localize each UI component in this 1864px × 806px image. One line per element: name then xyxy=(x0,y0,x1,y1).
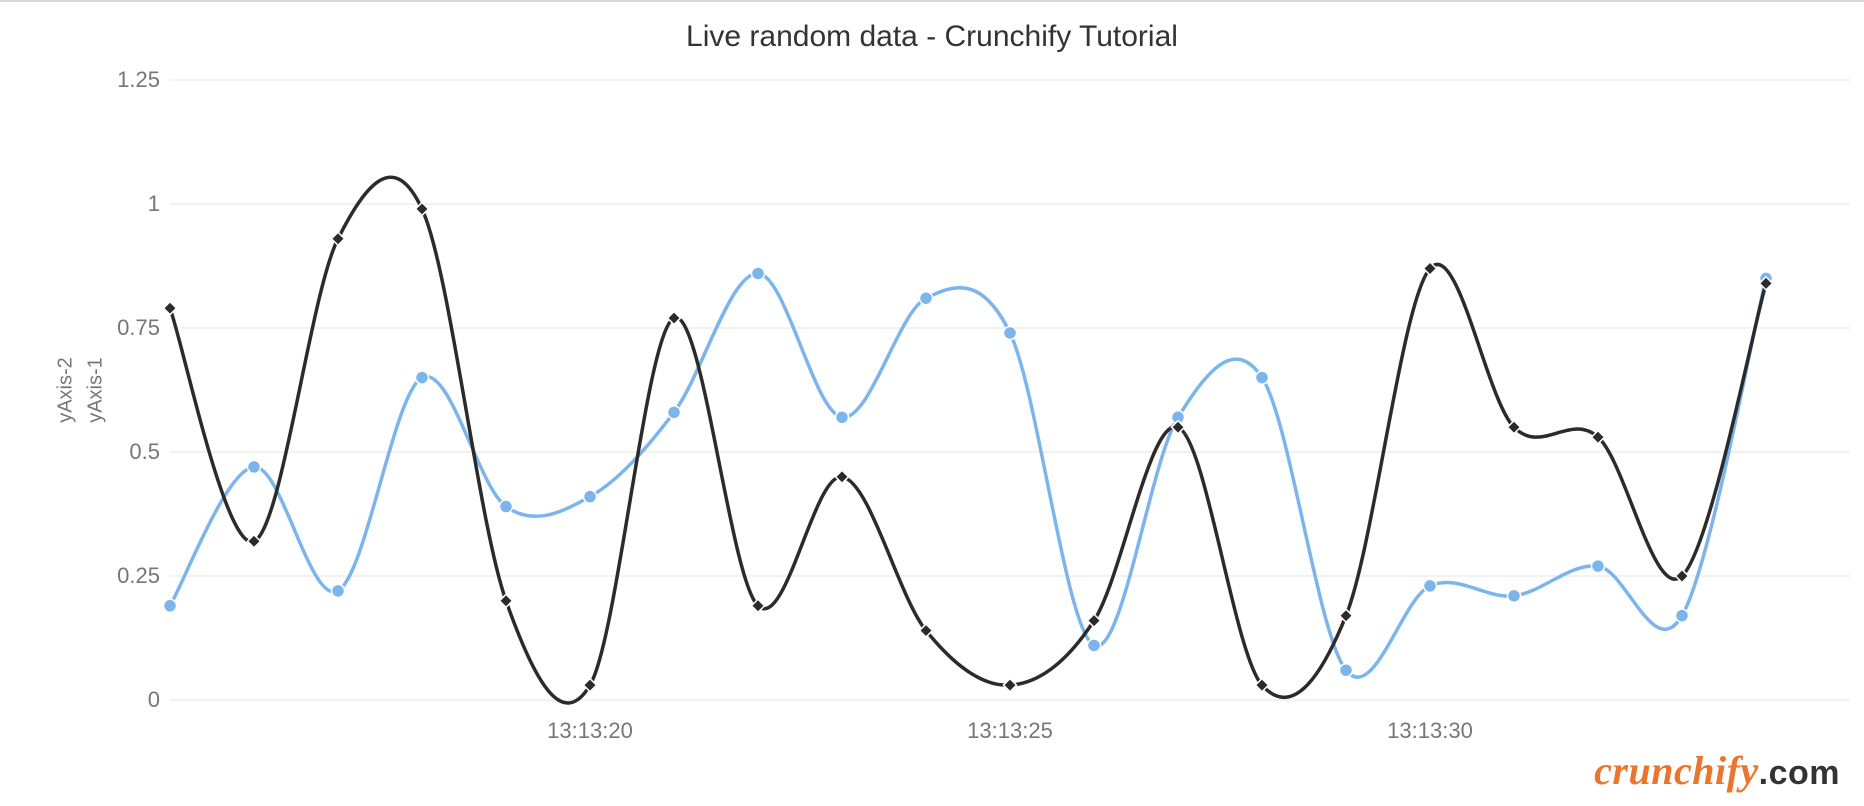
y-axis-label: yAxis-1 xyxy=(85,357,108,423)
series-1-marker[interactable] xyxy=(1004,326,1017,339)
series-2-marker[interactable] xyxy=(1340,609,1353,622)
series-2-marker[interactable] xyxy=(164,302,177,315)
series-2-marker[interactable] xyxy=(332,232,345,245)
series-1-marker[interactable] xyxy=(1508,589,1521,602)
series-1-marker[interactable] xyxy=(752,267,765,280)
y-tick-label: 0.25 xyxy=(60,563,160,589)
y-tick-label: 1.25 xyxy=(60,67,160,93)
x-tick-label: 13:13:25 xyxy=(967,718,1053,744)
series-1-marker[interactable] xyxy=(1340,664,1353,677)
chart-container: Live random data - Crunchify Tutorial 00… xyxy=(0,0,1864,806)
chart-svg xyxy=(0,0,1864,806)
series-1-marker[interactable] xyxy=(416,371,429,384)
series-1-marker[interactable] xyxy=(500,500,513,513)
watermark-accent: crunchify xyxy=(1594,748,1759,793)
series-1-marker[interactable] xyxy=(332,584,345,597)
series-1-marker[interactable] xyxy=(836,411,849,424)
y-tick-label: 0 xyxy=(60,687,160,713)
series-1-marker[interactable] xyxy=(920,292,933,305)
series-1-marker[interactable] xyxy=(584,490,597,503)
series-1-line xyxy=(170,273,1766,677)
y-axis-label: yAxis-2 xyxy=(55,357,78,423)
series-2-marker[interactable] xyxy=(1004,679,1017,692)
x-tick-label: 13:13:30 xyxy=(1387,718,1473,744)
series-1-marker[interactable] xyxy=(1676,609,1689,622)
series-1-marker[interactable] xyxy=(164,599,177,612)
y-tick-label: 1 xyxy=(60,191,160,217)
series-2-marker[interactable] xyxy=(500,594,513,607)
x-tick-label: 13:13:20 xyxy=(547,718,633,744)
y-tick-label: 0.75 xyxy=(60,315,160,341)
series-1-marker[interactable] xyxy=(1256,371,1269,384)
series-1-marker[interactable] xyxy=(1424,579,1437,592)
series-1-marker[interactable] xyxy=(1592,560,1605,573)
series-1-marker[interactable] xyxy=(1088,639,1101,652)
series-1-marker[interactable] xyxy=(248,460,261,473)
series-2-marker[interactable] xyxy=(836,470,849,483)
y-tick-label: 0.5 xyxy=(60,439,160,465)
series-2-line xyxy=(170,177,1766,703)
series-1-marker[interactable] xyxy=(668,406,681,419)
watermark-suffix: .com xyxy=(1759,754,1840,792)
watermark: crunchify.com xyxy=(1594,747,1840,794)
